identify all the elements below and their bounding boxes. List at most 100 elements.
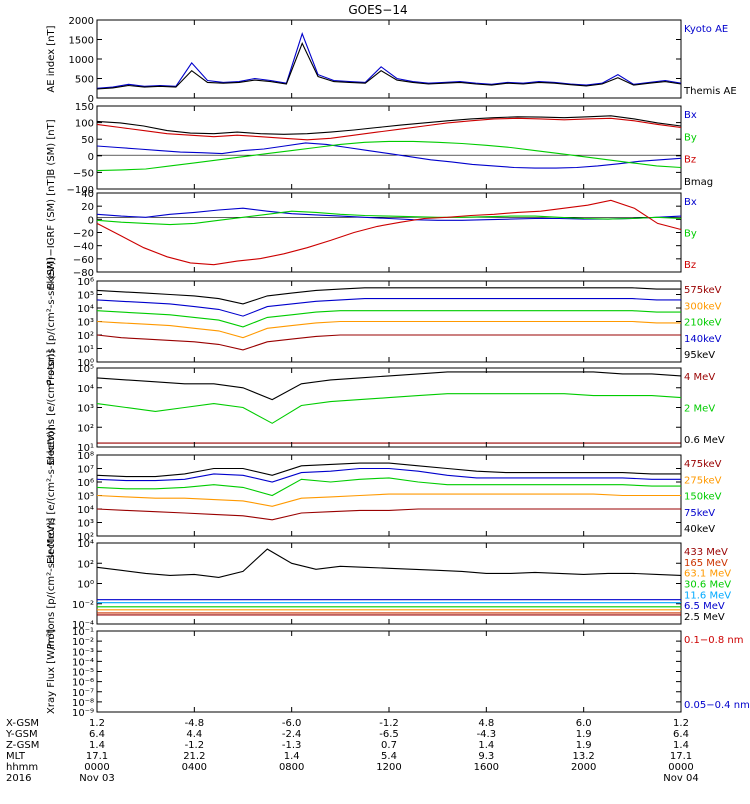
ephemeris-value: 4.4 xyxy=(186,729,202,740)
y-axis-label: Protons [p/(cm²-s-sr-MeV)] xyxy=(46,518,57,650)
series-line xyxy=(96,199,682,266)
series-line xyxy=(96,393,682,424)
y-tick-label: 500 xyxy=(75,75,94,86)
series-line xyxy=(96,287,681,305)
legend-entry: 165 MeV xyxy=(684,558,728,569)
plot-title: GOES−14 xyxy=(348,3,407,17)
legend-entry: By xyxy=(684,132,697,143)
series-line xyxy=(96,462,681,478)
series-line xyxy=(96,320,681,339)
legend-entry: 575keV xyxy=(684,285,722,296)
y-tick-label: 10⁴ xyxy=(77,539,94,550)
ephemeris-value: 1.4 xyxy=(89,740,105,751)
series-line xyxy=(96,115,682,135)
y-tick-label: 10⁶ xyxy=(77,478,94,489)
y-tick-label: 10⁵ xyxy=(77,291,94,302)
legend-entry: Bx xyxy=(684,110,697,121)
y-tick-label: 10⁻² xyxy=(72,600,94,611)
y-tick-label: 10³ xyxy=(77,318,94,329)
y-tick-label: 40 xyxy=(81,189,94,200)
ephemeris-value: -1.2 xyxy=(379,718,399,729)
y-tick-label: 10⁻⁶ xyxy=(72,678,94,689)
ephemeris-value: -1.3 xyxy=(282,740,302,751)
y-tick-label: 10⁶ xyxy=(77,277,94,288)
ephemeris-row-label: MLT xyxy=(6,751,26,762)
y-tick-label: 10⁻⁷ xyxy=(72,688,94,699)
legend-entry: 40keV xyxy=(684,524,715,535)
y-tick-label: 1500 xyxy=(69,36,94,47)
legend-entry: 0.1−0.8 nm xyxy=(684,635,743,646)
panel-5: 10² 10³ 10⁴ 10⁵ 10⁶ 10⁷ 10⁸ Electrons [e/(cm²-s… xyxy=(46,427,722,564)
legend-entry: 150keV xyxy=(684,492,722,503)
legend-entry: 300keV xyxy=(684,301,722,312)
y-tick-label: 10³ xyxy=(77,519,94,530)
y-tick-label: −20 xyxy=(73,229,94,240)
ephemeris-value: 5.4 xyxy=(381,751,397,762)
y-tick-label: −100 xyxy=(67,185,94,196)
legend-entry: 11.6 MeV xyxy=(684,590,731,601)
ephemeris-value: -4.3 xyxy=(477,729,497,740)
legend-entry: 0.6 MeV xyxy=(684,435,725,446)
y-tick-label: 20 xyxy=(81,202,94,213)
series-line xyxy=(96,298,681,317)
y-tick-label: −50 xyxy=(73,168,94,179)
ephemeris-value: -6.5 xyxy=(379,729,399,740)
panel-0: 0 500 1000 1500 2000 AE index [nT] Kyoto AE The… xyxy=(46,16,737,105)
ephemeris-value: 0400 xyxy=(182,762,207,773)
ephemeris-value: 21.2 xyxy=(183,751,205,762)
legend-entry: 2 MeV xyxy=(684,404,715,415)
panel-4: 10¹ 10² 10³ 10⁴ 10⁵ Electrons [e/(cm²-s-sr)] 4… xyxy=(46,350,725,466)
legend-entry: Bx xyxy=(684,197,697,208)
ephemeris-value: 6.4 xyxy=(89,729,105,740)
series-line xyxy=(96,140,682,172)
y-axis-label: B (SM)−IGRF (SM) [nT] xyxy=(46,175,57,289)
legend-entry: 63.1 MeV xyxy=(684,569,731,580)
series-line xyxy=(96,467,681,483)
ephemeris-row-label: Z-GSM xyxy=(6,740,39,751)
legend-entry: 475keV xyxy=(684,459,722,470)
y-tick-label: 10⁻⁴ xyxy=(72,620,94,631)
ephemeris-row-label: hhmm xyxy=(6,762,38,773)
ephemeris-value: -2.4 xyxy=(282,729,302,740)
ephemeris-value: 1.9 xyxy=(576,729,592,740)
y-tick-label: 10⁰ xyxy=(77,580,94,591)
panel-6: 10⁻⁴ 10⁻² 10⁰ 10² 10⁴ Protons [p/(cm²-s-sr-Me… xyxy=(46,518,731,650)
series-line xyxy=(96,477,681,497)
y-tick-label: 10⁻¹ xyxy=(72,627,94,638)
y-tick-label: 10⁸ xyxy=(77,451,94,462)
ephemeris-value: 6.4 xyxy=(673,729,689,740)
series-line xyxy=(96,210,682,226)
ephemeris-value: -6.0 xyxy=(282,718,302,729)
panel-frame xyxy=(96,542,682,625)
y-tick-label: 10⁻⁵ xyxy=(72,668,94,679)
y-tick-label: 10⁴ xyxy=(77,304,94,315)
panel-frame xyxy=(96,454,682,537)
legend-entry: By xyxy=(684,229,697,240)
ephemeris-row-label: Y-GSM xyxy=(5,729,38,740)
legend-entry: Kyoto AE xyxy=(684,24,728,35)
y-tick-label: 10⁴ xyxy=(77,505,94,516)
y-tick-label: 10⁻⁴ xyxy=(72,657,94,668)
ephemeris-value: 0000 xyxy=(84,762,109,773)
legend-entry: 75keV xyxy=(684,508,715,519)
y-tick-label: 10³ xyxy=(77,404,94,415)
ephemeris-value: 0000 xyxy=(668,762,693,773)
legend-entry: Themis AE xyxy=(683,86,737,97)
ephemeris-row-label: X-GSM xyxy=(6,718,39,729)
y-tick-label: 10⁷ xyxy=(77,465,94,476)
y-tick-label: 10⁻⁸ xyxy=(72,698,94,709)
y-tick-label: −80 xyxy=(73,268,94,279)
y-tick-label: −60 xyxy=(73,255,94,266)
ephemeris-value: 1.2 xyxy=(673,718,689,729)
series-line xyxy=(96,142,682,169)
legend-entry: 140keV xyxy=(684,334,722,345)
panel-frame xyxy=(96,19,682,99)
legend-entry: 433 MeV xyxy=(684,547,728,558)
panel-frame xyxy=(96,630,682,713)
y-tick-label: 10⁵ xyxy=(77,492,94,503)
legend-entry: Bz xyxy=(684,155,696,166)
y-tick-label: 10² xyxy=(77,559,94,570)
